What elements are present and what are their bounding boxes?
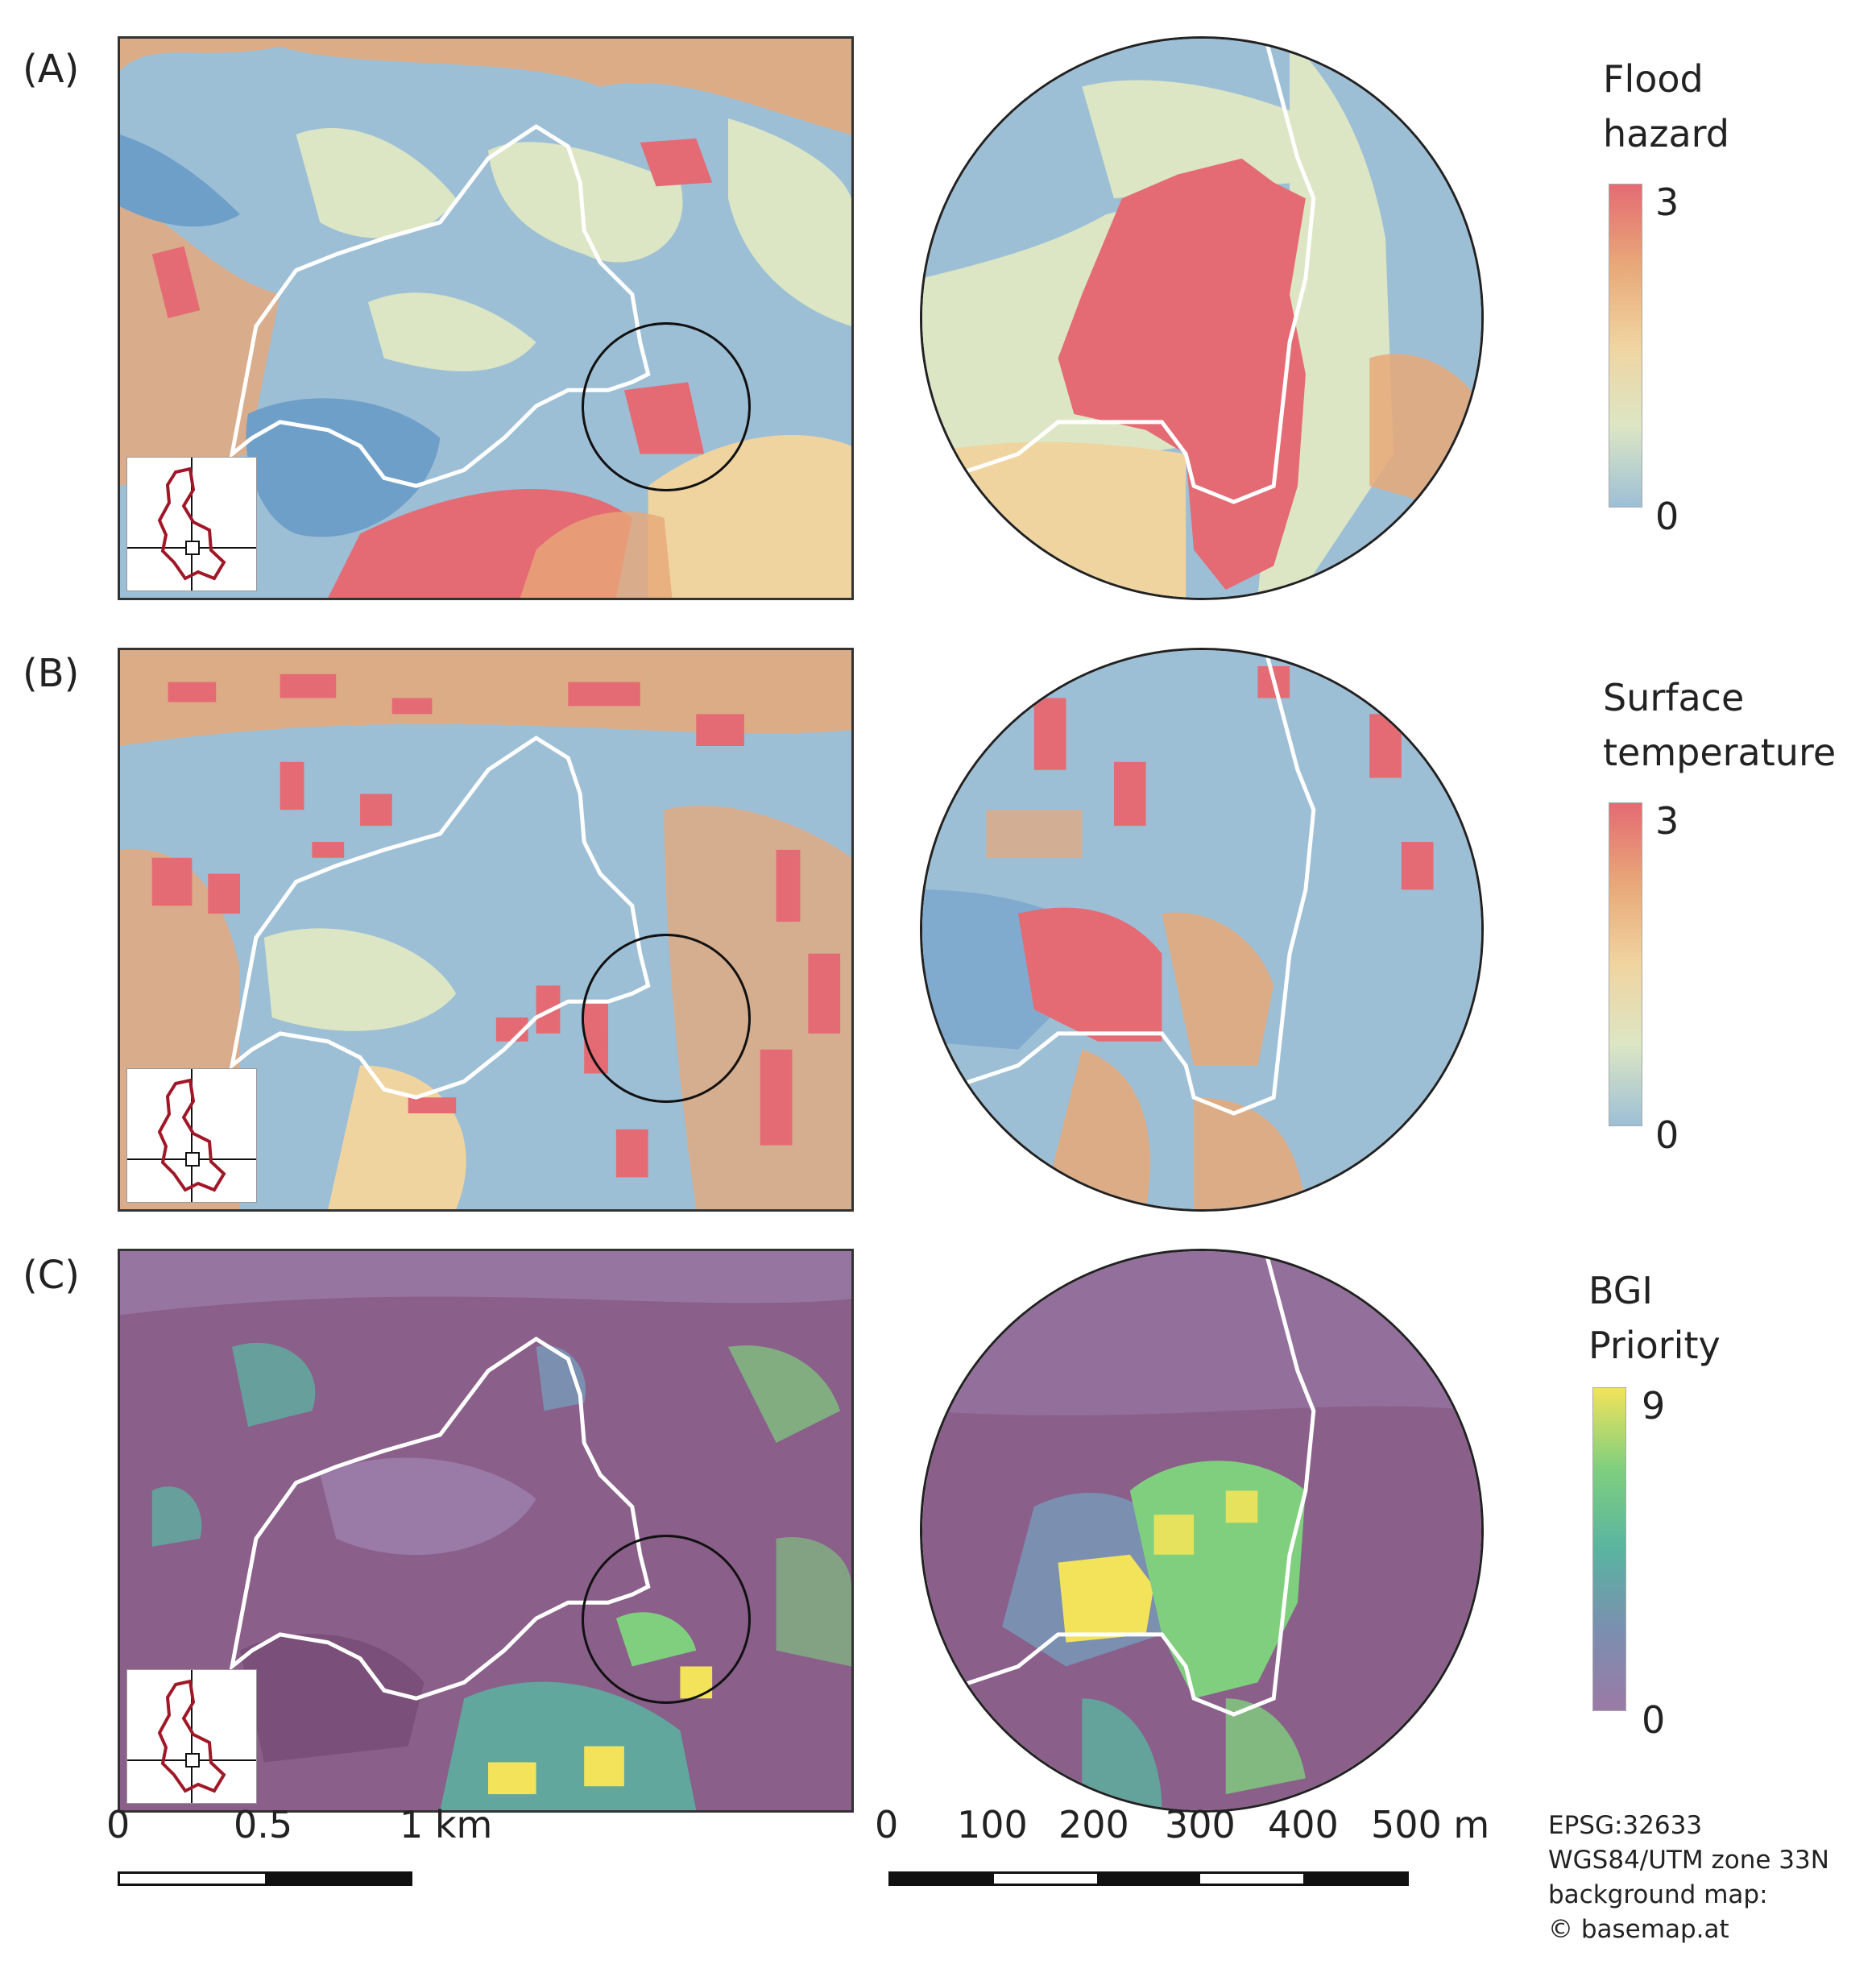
flood-hazard-map[interactable] (118, 36, 854, 600)
surface-temperature-colorbar (1609, 802, 1642, 1126)
bgi-priority-map[interactable] (118, 1249, 854, 1813)
scale-left-label-1: 0.5 (234, 1803, 293, 1846)
locator-inset (126, 1669, 257, 1804)
legend-max-a: 3 (1655, 180, 1679, 224)
legend-title-a: Flood hazard (1603, 57, 1729, 155)
legend-min-b: 0 (1655, 1113, 1679, 1157)
legend-max-b: 3 (1655, 799, 1679, 843)
legend-min-c: 0 (1642, 1698, 1666, 1742)
scale-right-label-0: 0 (875, 1803, 899, 1846)
zoom-circle-marker (582, 1535, 751, 1704)
legend-title-c: BGI Priority (1588, 1269, 1721, 1367)
panel-label-a: (A) (23, 47, 80, 92)
scale-bar-left (118, 1871, 412, 1886)
scale-right-label-1: 100 (957, 1803, 1028, 1846)
legend-max-c: 9 (1642, 1384, 1666, 1428)
bgi-priority-colorbar (1592, 1387, 1626, 1711)
locator-inset (126, 457, 257, 591)
scale-right-label-2: 200 (1058, 1803, 1129, 1846)
scale-bar-right (888, 1871, 1409, 1886)
scale-right-label-4: 400 (1268, 1803, 1339, 1846)
locator-inset (126, 1068, 257, 1203)
surface-temperature-map[interactable] (118, 648, 854, 1212)
scale-left-label-0: 0 (106, 1803, 130, 1846)
zoom-circle-marker (582, 322, 751, 491)
surface-temperature-zoom[interactable] (920, 648, 1484, 1212)
flood-hazard-colorbar (1609, 184, 1642, 508)
panel-label-b: (B) (23, 651, 80, 696)
legend-min-a: 0 (1655, 495, 1679, 538)
legend-title-b: Surface temperature (1603, 676, 1837, 774)
map-credits: EPSG:32633 WGS84/UTM zone 33N background… (1548, 1811, 1829, 1944)
scale-left-label-2: 1 km (400, 1803, 493, 1846)
zoom-circle-marker (582, 934, 751, 1103)
bgi-priority-zoom[interactable] (920, 1249, 1484, 1813)
panel-label-c: (C) (23, 1253, 80, 1298)
scale-right-label-3: 300 (1165, 1803, 1236, 1846)
scale-right-label-5: 500 m (1371, 1803, 1490, 1846)
flood-hazard-zoom[interactable] (920, 36, 1484, 600)
